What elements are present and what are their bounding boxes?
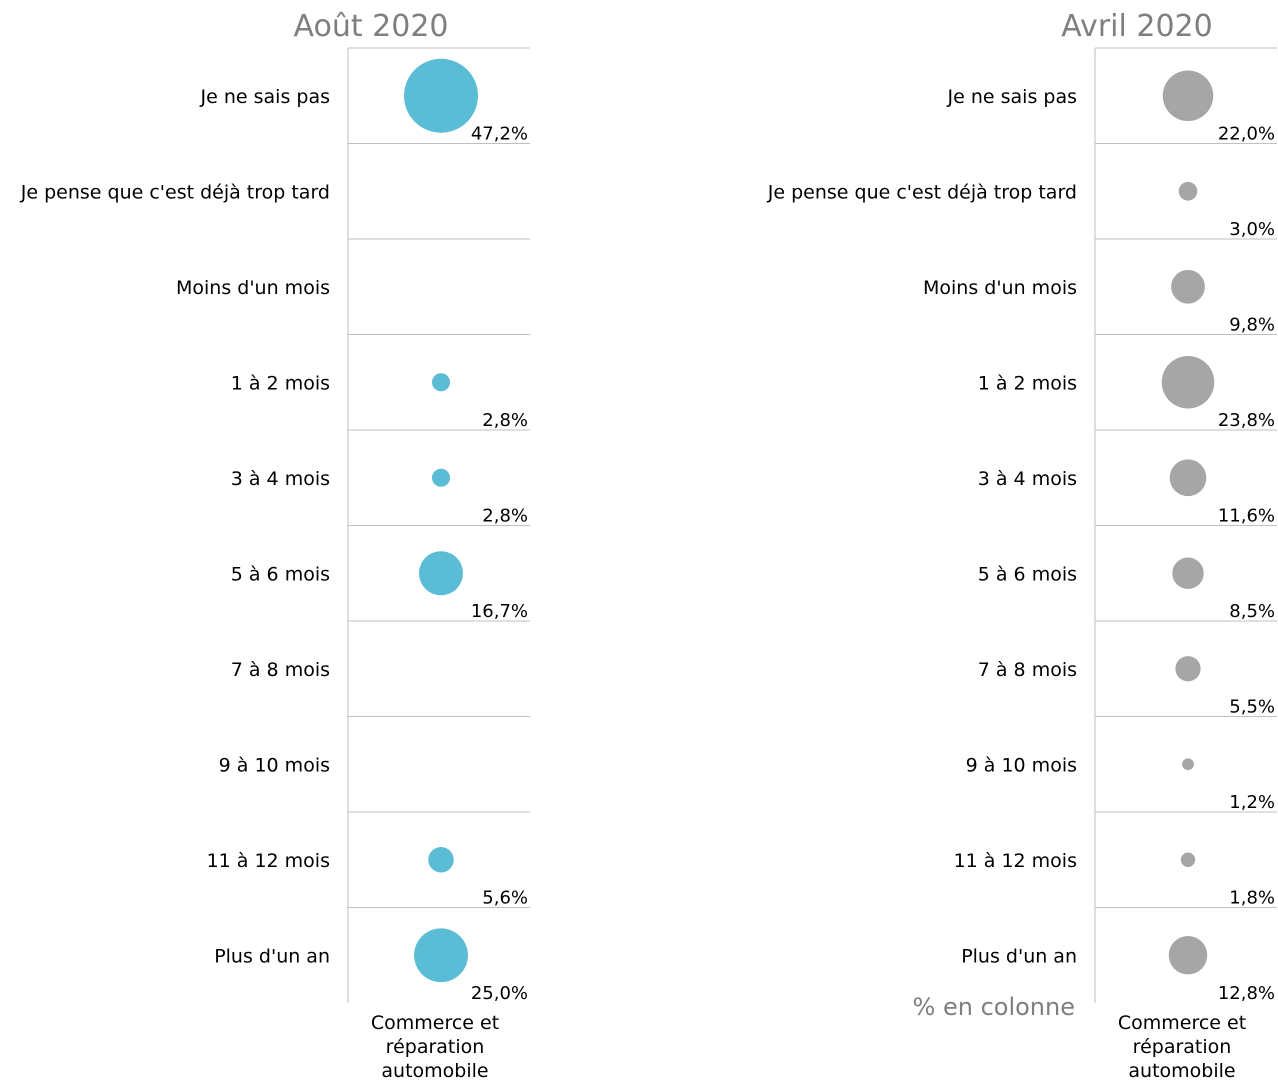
value-label-11-a-12-mois: 5,6% <box>482 888 528 909</box>
bubble-5-a-6-mois <box>418 551 464 596</box>
column-label-line: réparation <box>386 1036 485 1058</box>
row-label-plus-d-un-an: Plus d'un an <box>961 945 1077 967</box>
column-label-line: réparation <box>1133 1036 1232 1058</box>
bubble-5-a-6-mois <box>1172 557 1204 589</box>
bubble-je-pense-que-c-est-deja-trop-tard <box>1178 181 1198 201</box>
row-label-7-a-8-mois: 7 à 8 mois <box>231 659 330 681</box>
row-label-je-ne-sais-pas: Je ne sais pas <box>200 86 330 108</box>
row-label-1-a-2-mois: 1 à 2 mois <box>978 372 1077 394</box>
panel-title: Août 2020 <box>293 9 448 44</box>
value-label-5-a-6-mois: 8,5% <box>1229 601 1275 622</box>
bubble-3-a-4-mois <box>431 468 451 487</box>
bubble-plus-d-un-an <box>1168 935 1208 975</box>
row-label-je-pense-que-c-est-deja-trop-tard: Je pense que c'est déjà trop tard <box>767 181 1077 203</box>
value-label-je-pense-que-c-est-deja-trop-tard: 3,0% <box>1229 219 1275 240</box>
bubble-11-a-12-mois <box>428 847 454 873</box>
row-label-moins-d-un-mois: Moins d'un mois <box>923 277 1077 299</box>
row-label-11-a-12-mois: 11 à 12 mois <box>954 850 1077 872</box>
value-label-plus-d-un-an: 25,0% <box>471 983 528 1004</box>
row-label-5-a-6-mois: 5 à 6 mois <box>231 563 330 585</box>
row-label-3-a-4-mois: 3 à 4 mois <box>978 468 1077 490</box>
panel-avril-2020: Avril 2020 Je ne sais pas 22,0% Je pense qu… <box>767 9 1277 1082</box>
row-label-9-a-10-mois: 9 à 10 mois <box>219 754 330 776</box>
column-label-line: automobile <box>381 1060 488 1082</box>
panel-aout-2020: Août 2020 Je ne sais pas 47,2% Je pense que… <box>20 9 530 1082</box>
panel-title: Avril 2020 <box>1061 9 1212 44</box>
bubble-1-a-2-mois <box>1161 355 1215 409</box>
bubble-je-ne-sais-pas <box>1162 70 1214 122</box>
column-label-line: Commerce et <box>371 1012 499 1034</box>
value-label-je-ne-sais-pas: 22,0% <box>1218 124 1275 145</box>
row-label-3-a-4-mois: 3 à 4 mois <box>231 468 330 490</box>
bubble-plus-d-un-an <box>414 928 468 983</box>
value-label-3-a-4-mois: 2,8% <box>482 506 528 527</box>
value-label-je-ne-sais-pas: 47,2% <box>471 124 528 145</box>
value-label-7-a-8-mois: 5,5% <box>1229 697 1275 718</box>
row-label-1-a-2-mois: 1 à 2 mois <box>231 372 330 394</box>
row-label-11-a-12-mois: 11 à 12 mois <box>207 850 330 872</box>
bubble-7-a-8-mois <box>1175 656 1201 682</box>
value-label-9-a-10-mois: 1,2% <box>1229 792 1275 813</box>
bubble-moins-d-un-mois <box>1171 269 1205 304</box>
bubble-9-a-10-mois <box>1182 758 1194 771</box>
value-label-moins-d-un-mois: 9,8% <box>1229 315 1275 336</box>
value-label-3-a-4-mois: 11,6% <box>1218 506 1275 527</box>
value-label-1-a-2-mois: 2,8% <box>482 410 528 431</box>
row-label-plus-d-un-an: Plus d'un an <box>214 945 330 967</box>
row-label-moins-d-un-mois: Moins d'un mois <box>176 277 330 299</box>
value-label-1-a-2-mois: 23,8% <box>1218 410 1275 431</box>
column-label-line: automobile <box>1128 1060 1235 1082</box>
value-label-5-a-6-mois: 16,7% <box>471 601 528 622</box>
value-label-plus-d-un-an: 12,8% <box>1218 983 1275 1004</box>
note-label: % en colonne <box>913 993 1075 1021</box>
row-label-9-a-10-mois: 9 à 10 mois <box>966 754 1077 776</box>
column-label-line: Commerce et <box>1118 1012 1246 1034</box>
value-label-11-a-12-mois: 1,8% <box>1229 888 1275 909</box>
bubble-je-ne-sais-pas <box>404 58 478 133</box>
bubble-3-a-4-mois <box>1169 459 1207 497</box>
row-label-7-a-8-mois: 7 à 8 mois <box>978 659 1077 681</box>
bubble-11-a-12-mois <box>1180 852 1196 867</box>
row-label-je-ne-sais-pas: Je ne sais pas <box>947 86 1077 108</box>
bubble-1-a-2-mois <box>431 373 451 392</box>
row-label-je-pense-que-c-est-deja-trop-tard: Je pense que c'est déjà trop tard <box>20 181 330 203</box>
row-label-5-a-6-mois: 5 à 6 mois <box>978 563 1077 585</box>
